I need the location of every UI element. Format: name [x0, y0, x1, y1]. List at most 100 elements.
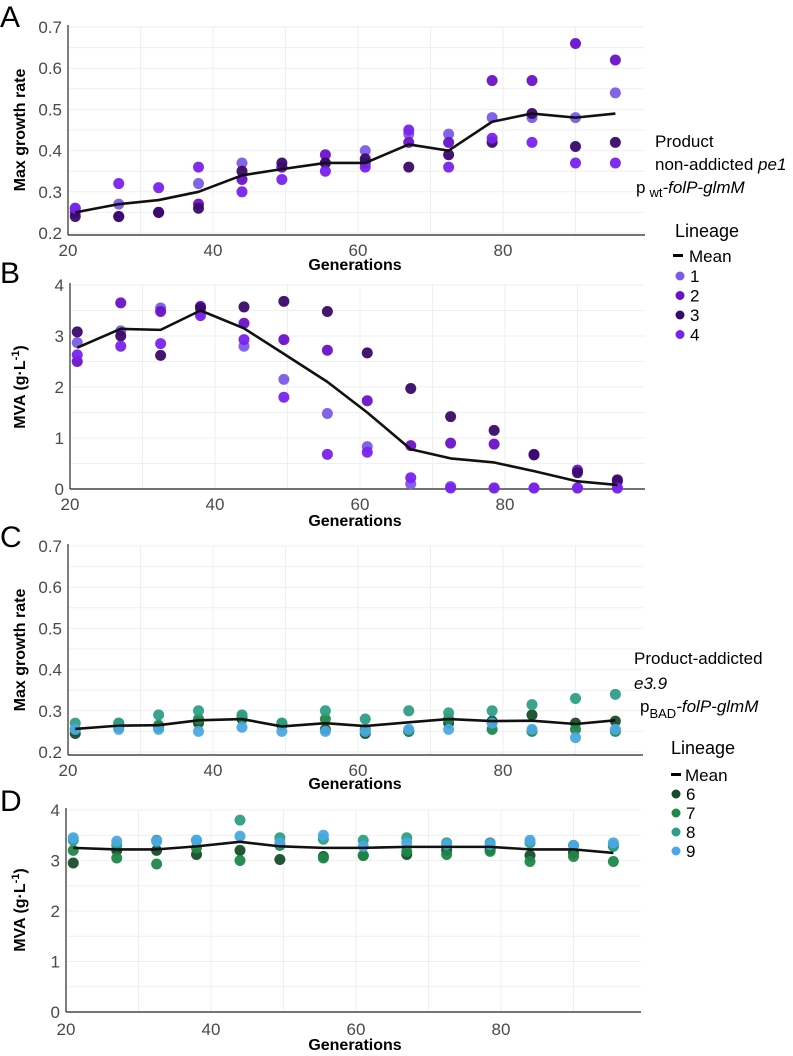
point-lineage-7 [607, 856, 619, 868]
point-lineage-3 [528, 449, 540, 461]
y-axis-label-b: MVA (g·L-1) [10, 345, 29, 429]
point-lineage-9 [193, 725, 204, 737]
x-tick-label-c: 20 [59, 761, 78, 780]
point-lineage-3 [572, 467, 583, 479]
point-lineage-7 [67, 844, 79, 856]
y-tick-label-b: 4 [55, 276, 64, 295]
point-lineage-4 [153, 182, 165, 194]
point-lineage-3 [445, 411, 457, 423]
point-lineage-3 [193, 202, 204, 214]
legend-bottom-item-swatch-9 [671, 846, 681, 856]
panel-c: 0.2 0.3 0.4 0.5 0.6 0.7 20 40 60 80 [38, 537, 643, 780]
x-axis-label-a: Generations [308, 257, 401, 274]
point-lineage-2 [319, 149, 331, 161]
x-tick-label-a: 40 [204, 241, 223, 260]
panel-b: 0 1 2 3 4 20 40 60 80 [55, 276, 645, 514]
point-lineage-4 [403, 124, 415, 136]
legend-top-strain-line2: non-addicted pe1 [655, 155, 786, 174]
point-lineage-3 [488, 424, 500, 436]
point-lineage-3 [155, 349, 167, 361]
point-lineage-7 [151, 858, 163, 870]
point-lineage-3 [443, 149, 455, 161]
legend-bottom-item-label-9: 9 [686, 842, 695, 861]
y-tick-label-c: 0.7 [38, 537, 62, 556]
legend-top-mean-swatch [673, 254, 683, 257]
point-lineage-8 [403, 705, 415, 717]
panel-d: 0 1 2 3 4 20 40 60 80 [51, 801, 641, 1039]
point-lineage-4 [321, 448, 333, 460]
y-axis-label-d: MVA (g·L-1) [10, 868, 29, 952]
y-tick-label-c: 0.6 [38, 578, 62, 597]
point-lineage-2 [486, 75, 498, 87]
point-lineage-7 [319, 713, 331, 725]
x-tick-label-d: 20 [57, 1020, 76, 1039]
point-lineage-8 [236, 709, 248, 721]
point-lineage-9 [609, 723, 621, 735]
y-tick-label-b: 3 [55, 327, 64, 346]
x-axis-label-d: Generations [308, 1037, 401, 1054]
x-tick-label-d: 60 [347, 1020, 366, 1039]
point-lineage-7 [401, 845, 413, 857]
panel-letter-c: C [0, 521, 22, 554]
point-lineage-3 [278, 295, 290, 307]
point-lineage-4 [488, 482, 500, 494]
legend-top-item-swatch-2 [675, 291, 685, 300]
x-tick-label-a: 20 [59, 241, 78, 260]
point-lineage-4 [445, 482, 457, 494]
point-lineage-9 [486, 717, 498, 729]
point-lineage-9 [526, 723, 538, 735]
point-lineage-8 [153, 709, 165, 721]
point-lineage-4 [443, 161, 455, 173]
x-tick-label-b: 60 [351, 495, 370, 514]
y-tick-label-b: 0 [55, 480, 64, 499]
y-tick-label-c: 0.4 [38, 661, 62, 680]
mean-line-d [73, 840, 614, 855]
point-lineage-7 [317, 852, 329, 864]
legend-bottom-item-swatch-6 [671, 789, 681, 799]
point-lineage-6 [274, 853, 286, 865]
x-tick-label-c: 80 [494, 761, 513, 780]
point-lineage-4 [155, 338, 167, 350]
point-lineage-3 [153, 206, 165, 218]
point-lineage-9 [443, 723, 455, 735]
point-lineage-8 [486, 705, 498, 717]
legend-top-strain-line1: Product [655, 132, 714, 151]
panel-letter-a: A [0, 1, 20, 34]
point-lineage-4 [115, 340, 127, 352]
mean-line-b [76, 309, 618, 487]
point-lineage-4 [276, 173, 288, 185]
point-lineage-1 [321, 408, 333, 420]
point-lineage-9 [357, 840, 369, 852]
legend-top-item-swatch-4 [675, 330, 685, 339]
legend-top-item-label-1: 1 [690, 267, 699, 286]
point-lineage-2 [278, 334, 290, 346]
y-tick-label-b: 1 [55, 429, 64, 448]
point-lineage-9 [234, 830, 246, 842]
point-lineage-4 [319, 165, 331, 177]
x-tick-label-b: 80 [496, 495, 515, 514]
legend-top-item-label-3: 3 [690, 306, 699, 325]
y-tick-label-a: 0.6 [38, 59, 62, 78]
point-lineage-9 [317, 829, 329, 841]
point-lineage-4 [193, 161, 204, 173]
x-tick-label-a: 80 [494, 241, 513, 260]
point-lineage-1 [609, 87, 621, 99]
legend-bottom-mean-label: Mean [685, 766, 728, 785]
y-tick-label-a: 0.4 [38, 142, 62, 161]
point-lineage-3 [609, 136, 621, 148]
panel-letter-b: B [0, 257, 20, 290]
y-tick-label-c: 0.3 [38, 702, 62, 721]
point-lineage-8 [443, 707, 455, 719]
point-lineage-4 [113, 178, 125, 190]
x-tick-label-d: 40 [202, 1020, 221, 1039]
point-lineage-8 [609, 688, 621, 700]
y-tick-label-c: 0.2 [38, 743, 62, 762]
point-lineage-6 [67, 857, 79, 869]
point-lineage-7 [441, 848, 453, 860]
point-lineage-1 [236, 157, 248, 169]
point-lineage-2 [609, 54, 621, 66]
point-lineage-4 [609, 157, 621, 169]
point-lineage-9 [153, 723, 165, 735]
point-lineage-9 [69, 723, 81, 735]
